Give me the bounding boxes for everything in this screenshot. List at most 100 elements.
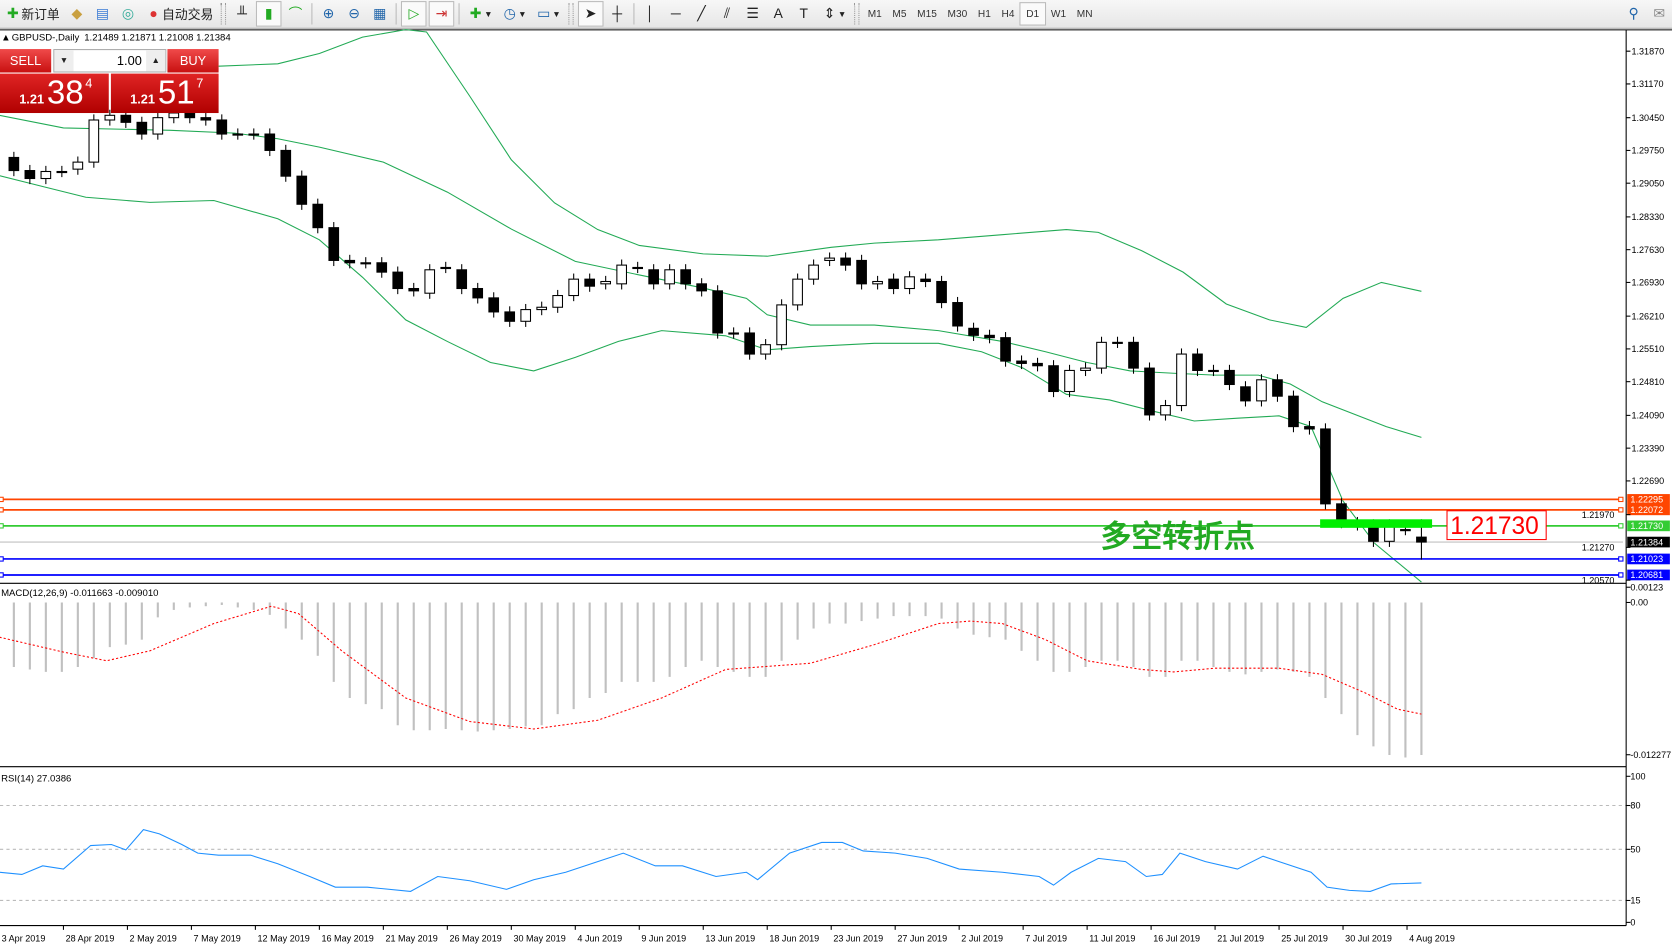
trendline-button[interactable]: ╱	[690, 2, 713, 25]
toolbar: ✚ 新订单 ◆ ▤ ◎ ● 自动交易 ╨ ▮ ⌒ ⊕ ⊖ ▦ ▷ ⇥ ✚ ▼ ◷ ▼ ▭…	[0, 0, 1672, 29]
buy-price-button[interactable]: 1.21 51 7	[110, 73, 219, 114]
price-tick-label: 1.24090	[1631, 411, 1664, 421]
bearish-candle	[1240, 386, 1251, 402]
text-button[interactable]: A	[766, 2, 789, 25]
timeframe-w1[interactable]: W1	[1050, 7, 1067, 20]
candlestick-icon: ▮	[264, 5, 273, 22]
candlestick-button[interactable]: ▮	[255, 1, 282, 27]
crosshair-button[interactable]: ┼	[605, 2, 628, 25]
price-tick-label: 1.22690	[1631, 476, 1664, 486]
chat-icon: ✉	[1653, 5, 1666, 22]
vertical-line-button[interactable]: │	[639, 2, 662, 25]
bearish-candle	[1288, 395, 1299, 428]
sell-button[interactable]: SELL	[0, 49, 52, 73]
navigator-button[interactable]: ◆	[65, 2, 88, 25]
bearish-candle	[472, 287, 484, 299]
bearish-candle	[712, 290, 723, 334]
lot-decrease-button[interactable]: ▼	[54, 50, 74, 72]
chart-shift-button[interactable]: ⇥	[428, 1, 455, 27]
lot-increase-button[interactable]: ▲	[146, 50, 166, 72]
price-line-label-bg	[1627, 494, 1670, 505]
text-label-button[interactable]: T	[792, 2, 815, 25]
timeframe-d1[interactable]: D1	[1019, 2, 1046, 26]
bullish-candle	[520, 309, 532, 322]
search-button[interactable]: ⚲	[1622, 2, 1645, 25]
price-tick-label: 1.24810	[1631, 377, 1664, 387]
indicators-button[interactable]: ✚ ▼	[464, 2, 496, 25]
bullish-candle	[552, 295, 564, 308]
buy-button[interactable]: BUY	[167, 49, 219, 73]
timeframe-m15[interactable]: M15	[917, 7, 937, 20]
bullish-candle	[1064, 369, 1075, 393]
lot-value[interactable]: 1.00	[116, 53, 142, 69]
turning-point-marker[interactable]	[1320, 519, 1433, 528]
dropdown-arrow-icon[interactable]: ▼	[484, 9, 493, 19]
price-line-label: 1.20681	[1630, 570, 1663, 580]
new-order-button[interactable]: ✚ 新订单	[1, 2, 63, 25]
line-handle	[0, 572, 4, 578]
chart-window[interactable]: 1.222951.220721.217301.213841.210231.206…	[0, 28, 1672, 949]
toolbar-grip[interactable]	[568, 3, 574, 25]
chart-collapse-arrow[interactable]: ▲	[1, 33, 10, 44]
cursor-button[interactable]: ➤	[577, 1, 604, 27]
timeframe-m30[interactable]: M30	[947, 7, 968, 20]
tile-windows-button[interactable]: ▦	[368, 2, 391, 25]
auto-scroll-button[interactable]: ▷	[400, 1, 427, 27]
bearish-candle	[1000, 337, 1011, 362]
timeframe-h4[interactable]: H4	[1001, 7, 1015, 20]
lot-size-input[interactable]: ▼ 1.00 ▲	[53, 49, 167, 73]
line-chart-button[interactable]: ⌒	[284, 2, 307, 25]
bearish-candle	[504, 311, 516, 322]
sell-price-button[interactable]: 1.21 38 4	[0, 73, 109, 114]
divider	[395, 3, 397, 25]
bollinger-upper-line	[218, 29, 1422, 328]
bullish-candle	[72, 161, 84, 170]
price-tick-label: 1.29750	[1631, 146, 1664, 156]
timeframe-h1[interactable]: H1	[977, 7, 991, 20]
terminal-button[interactable]: ▤	[91, 2, 114, 25]
price-line-label-bg	[1627, 569, 1670, 581]
horizontal-line-button[interactable]: ─	[664, 2, 687, 25]
timeframe-m1[interactable]: M1	[867, 7, 882, 20]
new-order-icon: ✚	[6, 5, 19, 22]
date-tick-label: 30 May 2019	[513, 934, 565, 944]
dropdown-arrow-icon[interactable]: ▼	[552, 9, 561, 19]
templates-button[interactable]: ▭ ▼	[532, 2, 564, 25]
date-tick-label: 21 May 2019	[385, 934, 437, 944]
bar-chart-button[interactable]: ╨	[230, 2, 253, 25]
bearish-candle	[344, 259, 356, 264]
chat-button[interactable]: ✉	[1647, 2, 1670, 25]
bullish-candle	[600, 280, 612, 285]
date-tick-label: 13 Jun 2019	[705, 934, 755, 944]
timeframe-mn[interactable]: MN	[1076, 7, 1093, 20]
auto-trading-label: 自动交易	[162, 6, 214, 22]
price-label-box[interactable]	[1446, 510, 1547, 541]
bullish-candle	[1160, 405, 1171, 416]
auto-trading-button[interactable]: ● 自动交易	[142, 2, 217, 25]
bullish-candle	[632, 266, 643, 270]
chart-symbol-title: GBPUSD-,Daily	[12, 33, 80, 44]
toolbar-grip[interactable]	[853, 3, 860, 25]
dropdown-arrow-icon[interactable]: ▼	[518, 9, 527, 19]
fibonacci-button[interactable]: ☰	[741, 2, 764, 25]
timeframe-m5[interactable]: M5	[892, 7, 907, 20]
channel-button[interactable]: ⫽	[715, 2, 738, 25]
zoom-out-button[interactable]: ⊖	[342, 2, 365, 25]
bullish-candle	[664, 269, 675, 285]
dropdown-arrow-icon[interactable]: ▼	[837, 9, 847, 19]
bullish-candle	[1256, 379, 1267, 402]
bullish-candle	[904, 276, 915, 290]
bearish-candle	[120, 114, 132, 123]
price-tick-label: 1.26210	[1631, 311, 1664, 321]
cursor-icon: ➤	[584, 5, 597, 22]
arrows-button[interactable]: ⇕ ▼	[818, 2, 850, 25]
zoom-in-button[interactable]: ⊕	[317, 2, 340, 25]
rsi-line	[0, 829, 1422, 892]
periods-button[interactable]: ◷ ▼	[498, 2, 530, 25]
macd-tick-label: -0.012277	[1630, 750, 1671, 760]
toolbar-grip[interactable]	[220, 3, 227, 25]
turning-point-label[interactable]: 多空转折点	[1100, 519, 1255, 554]
buy-price-main: 51	[157, 73, 195, 111]
folder-icon: ◆	[71, 5, 83, 22]
signals-button[interactable]: ◎	[116, 2, 139, 25]
